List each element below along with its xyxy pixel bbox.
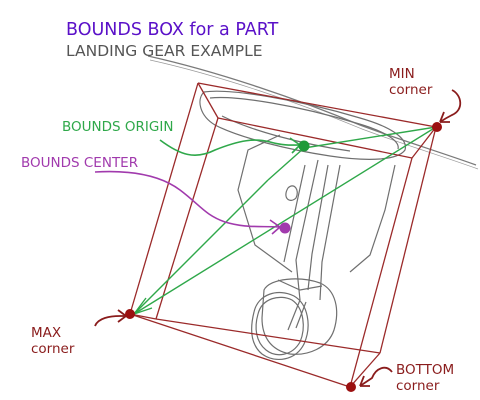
bounds-origin-label: BOUNDS ORIGIN [62,119,174,135]
center-leader-arrow [94,170,281,235]
min-corner-label: MIN corner [389,66,433,98]
bottom-corner-label: BOTTOM corner [396,362,455,394]
diagonal-arrow [133,126,437,315]
min-corner-dot [432,122,442,132]
max-corner-dot [125,309,135,319]
bounds-center-dot [279,222,291,234]
bottom-corner-label-line2: corner [396,377,440,394]
bottom-corner-dot [346,382,356,392]
max-corner-label-line1: MAX [31,325,62,341]
bounds-origin-dot [298,140,310,152]
diagram-subtitle: LANDING GEAR EXAMPLE [66,42,263,60]
wing-sketch-2 [149,59,479,170]
diagram-title: BOUNDS BOX for a PART [66,20,279,40]
bounds-box [129,82,437,388]
max-corner-label: MAX corner [31,325,75,357]
bounds-center-label: BOUNDS CENTER [21,155,139,171]
corner-leader-arrows [94,89,462,387]
min-corner-label-line2: corner [389,81,433,98]
max-corner-label-line2: corner [31,340,75,357]
landing-gear-sketch [199,90,406,361]
min-corner-label-line1: MIN [389,66,415,82]
bottom-corner-label-line1: BOTTOM [396,362,455,378]
